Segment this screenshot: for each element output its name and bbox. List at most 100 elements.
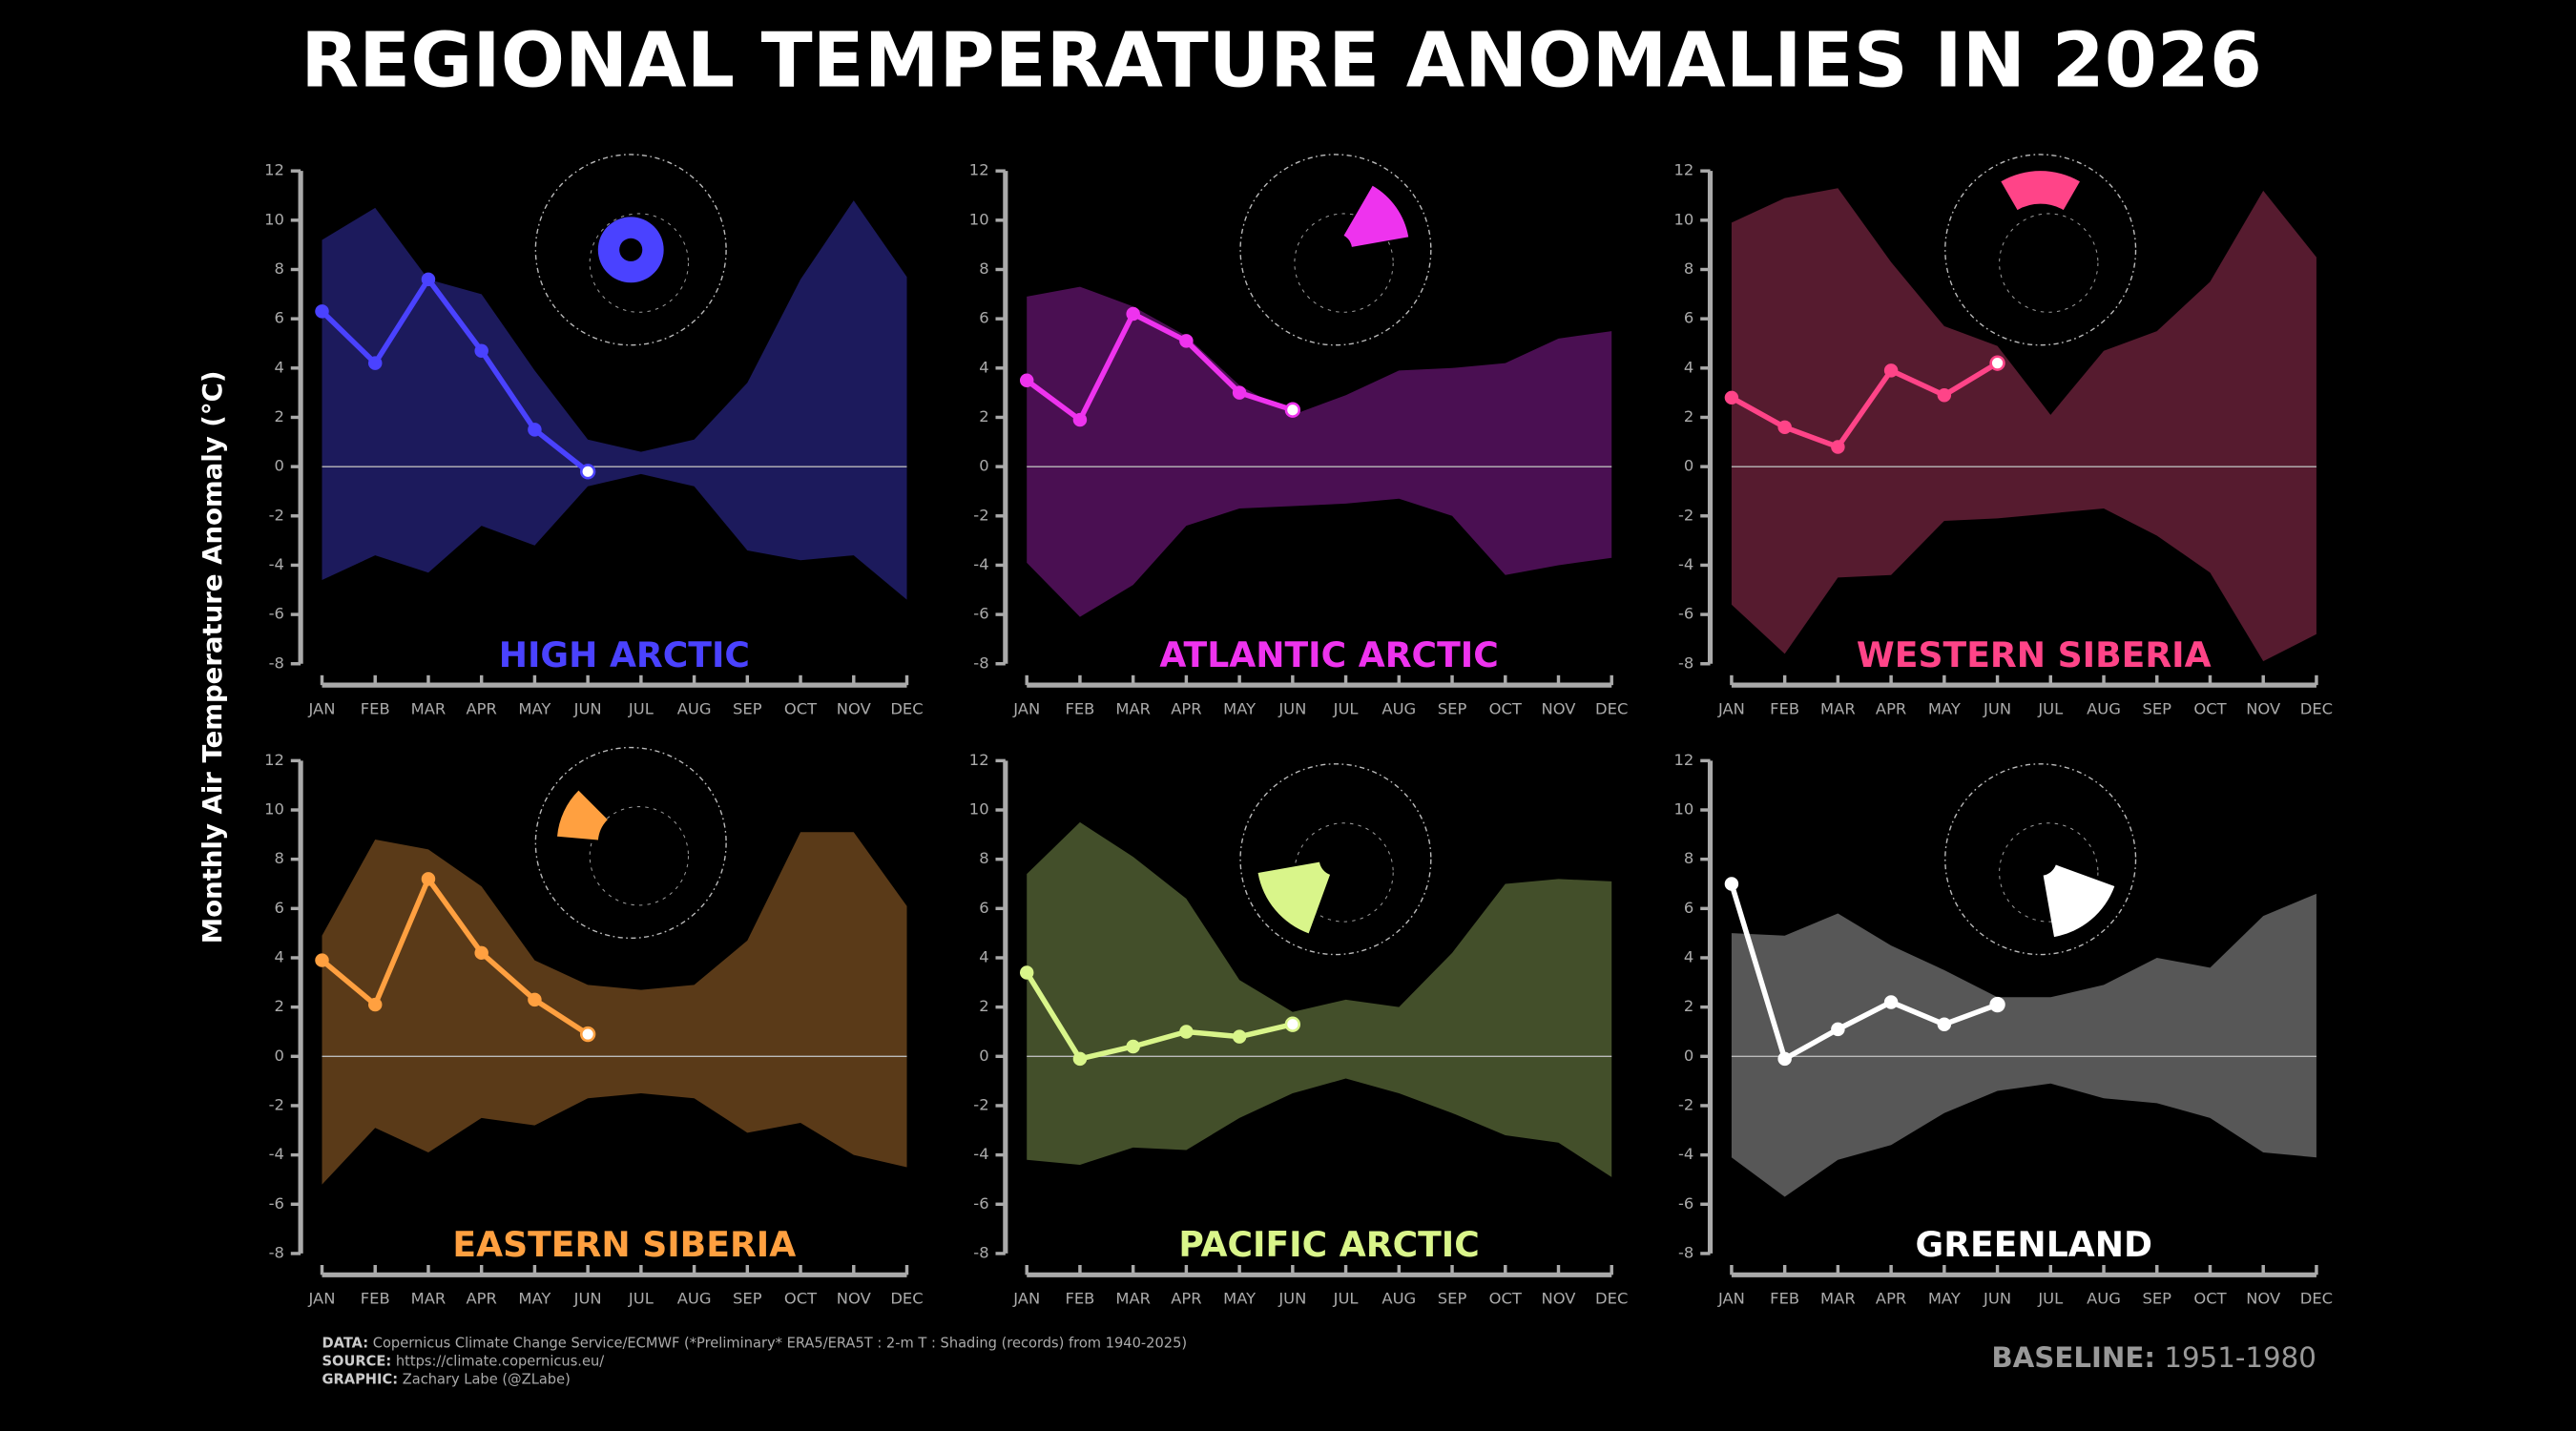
note-label: DATA: xyxy=(322,1336,369,1352)
x-tick-label: APR xyxy=(466,1290,496,1308)
x-tick-label: FEB xyxy=(1065,699,1094,717)
x-tick-label: APR xyxy=(1876,699,1906,717)
y-tick-label: 10 xyxy=(1674,210,1694,228)
panel: -8 -6 -4 -2 0 2 4 6 8 10 12 JAN FEB MAR APR MAY JUN JUL AU… xyxy=(264,154,924,717)
panel: -8 -6 -4 -2 0 2 4 6 8 10 12 JAN FEB MAR APR MAY JUN JUL AU… xyxy=(969,751,1629,1308)
y-tick-label: 8 xyxy=(1684,849,1693,867)
map-region xyxy=(557,790,608,840)
x-tick-label: AUG xyxy=(677,699,712,717)
anomaly-point xyxy=(1179,1025,1194,1039)
anomaly-point xyxy=(367,356,383,370)
map-inset xyxy=(534,746,727,940)
baseline-text: 1951-1980 xyxy=(2164,1341,2316,1374)
y-tick-label: -6 xyxy=(973,605,988,623)
y-tick-label: -8 xyxy=(269,653,284,672)
map-inset xyxy=(1239,154,1432,346)
anomaly-point xyxy=(1284,402,1301,418)
y-tick-label: -4 xyxy=(973,555,988,573)
anomaly-point xyxy=(421,272,436,287)
anomaly-point xyxy=(1126,1039,1140,1054)
y-tick-label: 0 xyxy=(274,1047,283,1065)
y-tick-label: -4 xyxy=(1678,555,1693,573)
x-tick-label: OCT xyxy=(2193,1290,2227,1308)
x-tick-label: SEP xyxy=(2142,699,2171,717)
x-tick-label: OCT xyxy=(1489,1290,1523,1308)
anomaly-point xyxy=(1937,387,1952,403)
x-tick-label: MAY xyxy=(1928,1290,1962,1308)
y-tick-label: -8 xyxy=(1678,1243,1693,1261)
y-tick-label: 6 xyxy=(274,899,283,917)
y-tick-label: -4 xyxy=(269,1145,284,1163)
x-tick-label: MAY xyxy=(518,699,551,717)
note-text: Copernicus Climate Change Service/ECMWF … xyxy=(373,1336,1187,1352)
anomaly-point xyxy=(474,343,488,358)
y-tick-label: 0 xyxy=(1684,457,1693,475)
panel: -8 -6 -4 -2 0 2 4 6 8 10 12 JAN FEB MAR APR MAY JUN JUL AU… xyxy=(1674,751,2334,1308)
figure-title: REGIONAL TEMPERATURE ANOMALIES IN 2026 xyxy=(301,15,2262,104)
x-tick-label: NOV xyxy=(1542,1290,1577,1308)
y-tick-label: 2 xyxy=(274,407,283,425)
x-tick-label: JUL xyxy=(628,699,654,717)
y-tick-label: -4 xyxy=(269,555,284,573)
x-tick-label: MAR xyxy=(1820,699,1856,717)
y-tick-label: 10 xyxy=(969,800,989,819)
map-coast xyxy=(589,806,690,906)
x-tick-label: SEP xyxy=(2142,1290,2171,1308)
x-tick-label: MAY xyxy=(1928,699,1962,717)
y-tick-label: 12 xyxy=(969,751,989,769)
x-tick-label: OCT xyxy=(784,699,818,717)
anomaly-point xyxy=(315,953,329,967)
y-tick-label: 6 xyxy=(979,309,988,327)
x-tick-label: JUL xyxy=(1333,699,1360,717)
panel: -8 -6 -4 -2 0 2 4 6 8 10 12 JAN FEB MAR APR MAY JUN JUL AU… xyxy=(1674,154,2333,717)
anomaly-point xyxy=(1126,306,1140,321)
x-tick-label: FEB xyxy=(1770,699,1799,717)
y-tick-label: 4 xyxy=(274,947,283,965)
y-tick-label: 0 xyxy=(979,457,988,475)
y-tick-label: -4 xyxy=(973,1145,988,1163)
x-tick-label: FEB xyxy=(361,699,390,717)
anomaly-point xyxy=(1831,1022,1845,1037)
anomaly-point xyxy=(1072,412,1088,427)
anomaly-point xyxy=(1883,363,1899,378)
x-tick-label: DEC xyxy=(1595,699,1628,717)
x-tick-label: APR xyxy=(1171,699,1201,717)
map-region xyxy=(1343,185,1409,247)
map-inset xyxy=(1944,154,2137,346)
anomaly-point xyxy=(1937,1017,1952,1031)
region-label: HIGH ARCTIC xyxy=(499,634,750,675)
x-tick-label: OCT xyxy=(784,1290,818,1308)
anomaly-line xyxy=(320,876,590,1037)
y-tick-label: -2 xyxy=(269,506,284,524)
record-range xyxy=(1731,188,2316,662)
record-range xyxy=(1027,286,1612,617)
map-coast xyxy=(589,213,690,313)
anomaly-point xyxy=(315,304,329,319)
x-tick-label: FEB xyxy=(361,1290,390,1308)
anomaly-point xyxy=(1883,995,1899,1009)
map-coast xyxy=(1999,213,2099,313)
region-label: GREENLAND xyxy=(1916,1224,2152,1265)
y-tick-label: 4 xyxy=(1684,947,1693,965)
y-tick-label: 2 xyxy=(274,997,283,1015)
map-region xyxy=(1257,861,1331,934)
x-tick-label: MAR xyxy=(1115,1290,1151,1308)
y-tick-label: 0 xyxy=(274,457,283,475)
anomaly-point xyxy=(528,992,542,1007)
x-tick-label: JAN xyxy=(1717,1290,1745,1308)
record-range xyxy=(1731,893,2316,1197)
y-tick-label: 8 xyxy=(274,259,283,278)
x-tick-label: AUG xyxy=(2087,1290,2121,1308)
x-tick-label: NOV xyxy=(2246,1290,2281,1308)
anomaly-point xyxy=(1777,420,1792,435)
y-tick-label: -8 xyxy=(973,653,988,672)
y-tick-label: 2 xyxy=(979,997,988,1015)
y-tick-label: -6 xyxy=(1678,1194,1693,1213)
x-tick-label: JUN xyxy=(573,1290,602,1308)
y-tick-label: -2 xyxy=(269,1095,284,1113)
x-tick-label: MAY xyxy=(1223,1290,1257,1308)
y-tick-label: -8 xyxy=(269,1243,284,1261)
note: GRAPHIC: Zachary Labe (@ZLabe) xyxy=(322,1372,571,1388)
x-tick-label: SEP xyxy=(733,1290,762,1308)
